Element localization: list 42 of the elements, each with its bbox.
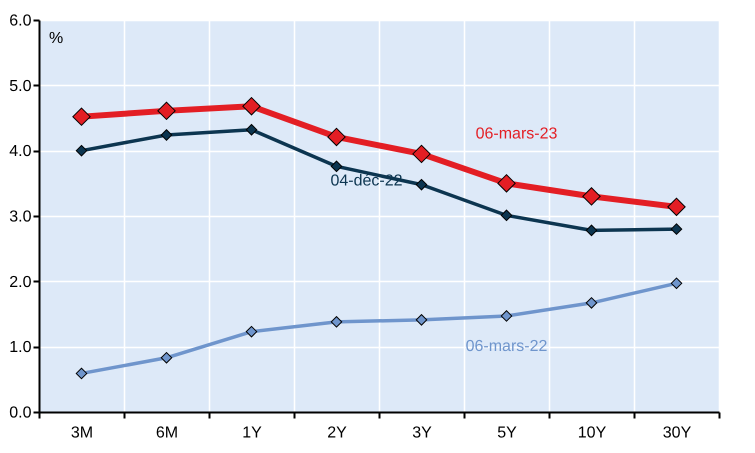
point — [157, 102, 176, 120]
point — [582, 187, 601, 206]
series-label: 06-mars-23 — [476, 125, 558, 142]
x-tick-label: 1Y — [242, 424, 262, 442]
point — [416, 314, 428, 326]
y-axis-title: % — [49, 30, 64, 47]
series-label: 06-mars-22 — [466, 338, 548, 355]
point — [500, 210, 512, 222]
y-tick-label: 4.0 — [9, 143, 32, 160]
point — [246, 326, 258, 338]
point — [670, 223, 682, 235]
point — [500, 310, 512, 322]
x-tick-label: 10Y — [578, 424, 607, 442]
point — [670, 278, 682, 290]
x-tick-label: 3Y — [412, 424, 432, 442]
y-tick-label: 5.0 — [9, 78, 32, 95]
y-tick-label: 3.0 — [9, 208, 32, 226]
point — [586, 224, 598, 236]
x-tick-label: 2Y — [327, 424, 348, 442]
x-tick-label: 5Y — [497, 424, 518, 442]
y-tick-label: 0.0 — [9, 404, 32, 422]
point — [327, 128, 346, 146]
point — [497, 174, 516, 192]
x-tick-label: 30Y — [662, 424, 692, 442]
point — [72, 108, 91, 126]
point — [330, 160, 342, 172]
point — [412, 144, 431, 164]
y-tick-label: 1.0 — [9, 339, 32, 356]
point — [246, 124, 258, 136]
point — [160, 352, 172, 364]
point — [242, 97, 261, 116]
y-tick-label: 6.0 — [9, 12, 32, 30]
point — [76, 144, 88, 156]
point — [330, 316, 342, 328]
x-tick-label: 3M — [70, 424, 94, 442]
x-tick-label: 6M — [156, 424, 178, 442]
point — [416, 178, 428, 190]
point — [586, 297, 598, 309]
point — [160, 129, 172, 141]
y-tick-label: 2.0 — [9, 274, 32, 291]
point — [76, 368, 88, 380]
point — [667, 198, 686, 216]
